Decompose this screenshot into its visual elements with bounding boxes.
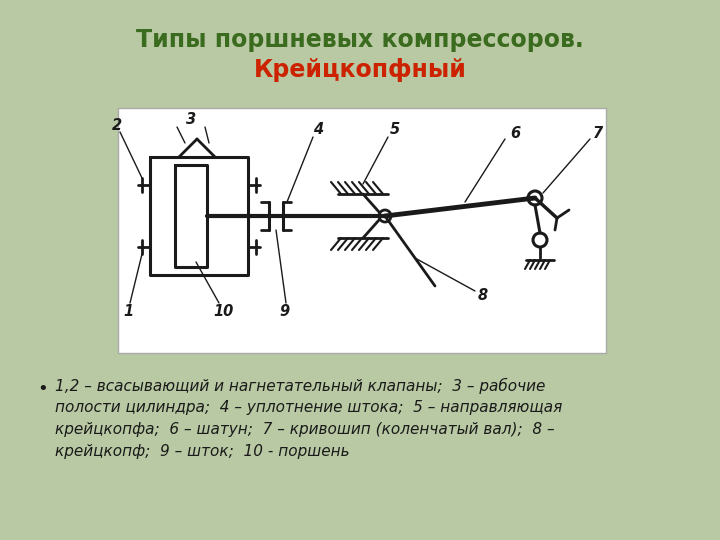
Text: крейцкопфа;  6 – шатун;  7 – кривошип (коленчатый вал);  8 –: крейцкопфа; 6 – шатун; 7 – кривошип (кол… (55, 422, 554, 437)
Text: 3: 3 (186, 112, 196, 127)
Text: 4: 4 (313, 123, 323, 138)
Text: 6: 6 (510, 125, 520, 140)
Bar (118, 108, 606, 353)
Text: Крейцкопфный: Крейцкопфный (253, 58, 467, 82)
Text: 9: 9 (279, 303, 289, 319)
Text: полости цилиндра;  4 – уплотнение штока;  5 – направляющая: полости цилиндра; 4 – уплотнение штока; … (55, 400, 562, 415)
Text: 8: 8 (478, 288, 488, 303)
Text: •: • (37, 380, 48, 398)
Text: 10: 10 (213, 303, 233, 319)
Text: 1,2 – всасывающий и нагнетательный клапаны;  3 – рабочие: 1,2 – всасывающий и нагнетательный клапа… (55, 378, 545, 394)
Text: 2: 2 (112, 118, 122, 132)
Text: 1: 1 (123, 303, 133, 319)
Text: 5: 5 (390, 123, 400, 138)
Text: 7: 7 (593, 125, 603, 140)
Text: Типы поршневых компрессоров.: Типы поршневых компрессоров. (136, 28, 584, 52)
Text: крейцкопф;  9 – шток;  10 - поршень: крейцкопф; 9 – шток; 10 - поршень (55, 444, 350, 459)
